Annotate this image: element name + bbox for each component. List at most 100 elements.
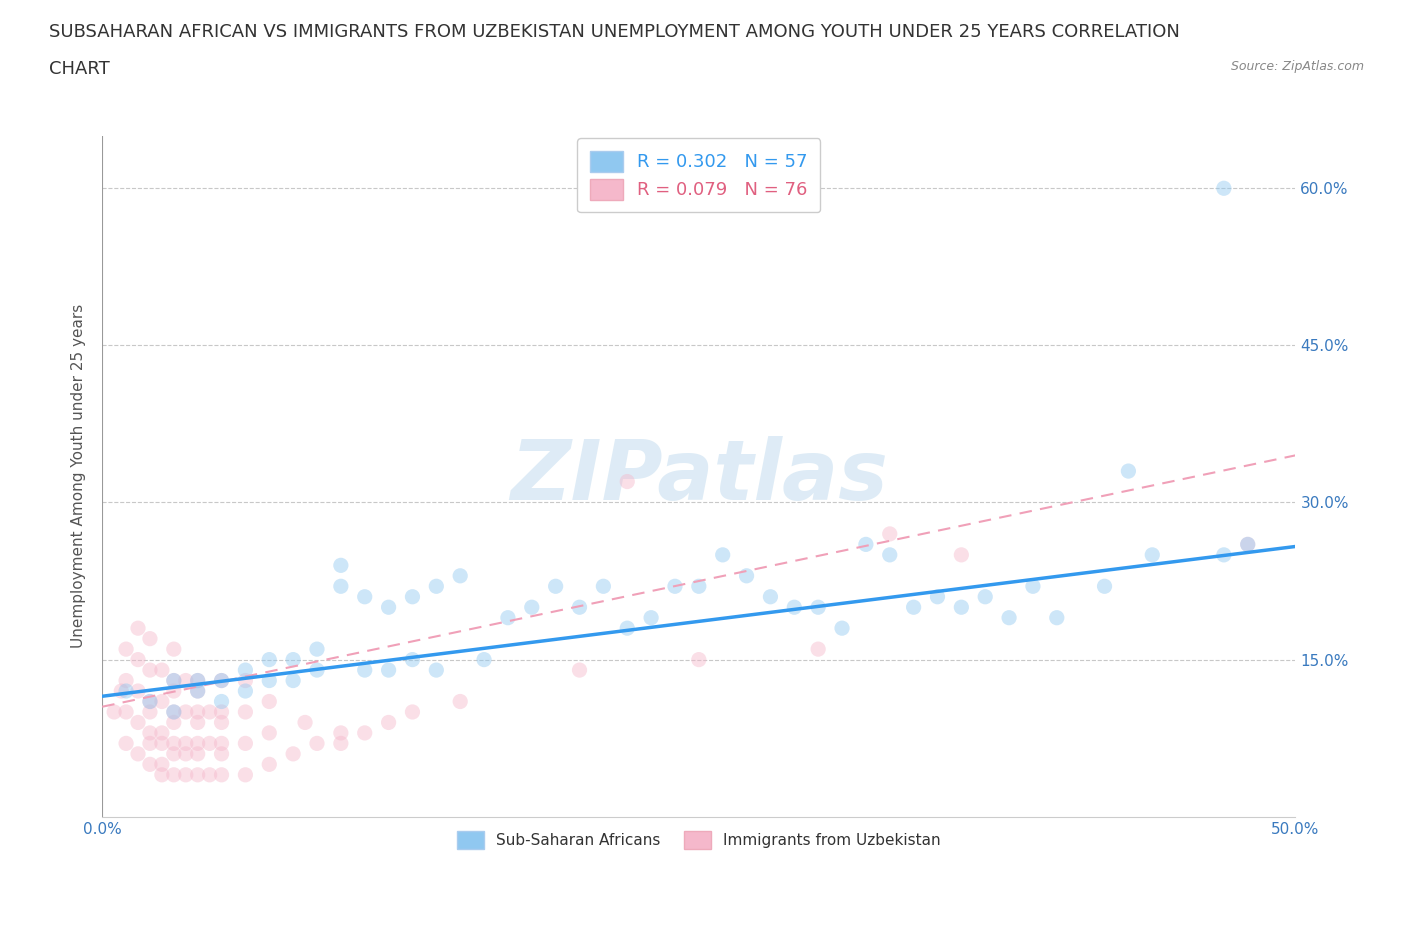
Point xyxy=(163,747,186,762)
Point xyxy=(115,736,138,751)
Point xyxy=(115,684,138,698)
Point xyxy=(211,673,233,688)
Point xyxy=(281,747,304,762)
Point xyxy=(259,757,281,772)
Point xyxy=(127,652,149,667)
Point xyxy=(211,767,233,782)
Point xyxy=(163,767,186,782)
Point xyxy=(353,590,375,604)
Point xyxy=(616,474,638,489)
Point xyxy=(139,694,162,709)
Point xyxy=(974,590,997,604)
Point xyxy=(568,600,591,615)
Point xyxy=(259,652,281,667)
Point xyxy=(401,705,423,720)
Point xyxy=(879,548,901,563)
Point xyxy=(592,578,614,593)
Point xyxy=(259,694,281,709)
Point xyxy=(831,620,853,635)
Point xyxy=(211,715,233,730)
Point xyxy=(616,620,638,635)
Point xyxy=(294,715,316,730)
Point xyxy=(520,600,543,615)
Point xyxy=(211,705,233,720)
Point xyxy=(329,736,352,751)
Point xyxy=(163,673,186,688)
Point xyxy=(329,725,352,740)
Point xyxy=(377,600,399,615)
Text: ZIPatlas: ZIPatlas xyxy=(510,436,887,517)
Point xyxy=(139,757,162,772)
Point xyxy=(127,715,149,730)
Point xyxy=(305,642,328,657)
Point xyxy=(259,673,281,688)
Point xyxy=(115,642,138,657)
Point xyxy=(1022,578,1045,593)
Point xyxy=(377,663,399,678)
Point xyxy=(377,715,399,730)
Point xyxy=(187,684,209,698)
Point xyxy=(174,767,197,782)
Point xyxy=(927,590,949,604)
Point xyxy=(187,715,209,730)
Point xyxy=(998,610,1021,625)
Point xyxy=(353,725,375,740)
Point xyxy=(305,663,328,678)
Point xyxy=(449,568,471,583)
Point xyxy=(950,600,973,615)
Point xyxy=(1142,548,1164,563)
Point xyxy=(187,705,209,720)
Point xyxy=(198,736,221,751)
Point xyxy=(174,705,197,720)
Point xyxy=(139,705,162,720)
Text: Source: ZipAtlas.com: Source: ZipAtlas.com xyxy=(1230,60,1364,73)
Point xyxy=(127,684,149,698)
Point xyxy=(235,767,257,782)
Point xyxy=(163,736,186,751)
Text: CHART: CHART xyxy=(49,60,110,78)
Point xyxy=(329,578,352,593)
Point xyxy=(211,736,233,751)
Point xyxy=(139,631,162,646)
Point xyxy=(235,736,257,751)
Point xyxy=(305,736,328,751)
Point xyxy=(664,578,686,593)
Point xyxy=(259,725,281,740)
Point xyxy=(235,673,257,688)
Legend: Sub-Saharan Africans, Immigrants from Uzbekistan: Sub-Saharan Africans, Immigrants from Uz… xyxy=(449,824,949,857)
Point xyxy=(211,694,233,709)
Point xyxy=(1236,537,1258,551)
Point xyxy=(139,694,162,709)
Point xyxy=(640,610,662,625)
Point xyxy=(115,705,138,720)
Point xyxy=(544,578,567,593)
Point xyxy=(329,558,352,573)
Point xyxy=(187,673,209,688)
Point xyxy=(163,642,186,657)
Point xyxy=(187,673,209,688)
Point xyxy=(496,610,519,625)
Point xyxy=(735,568,758,583)
Point xyxy=(150,767,173,782)
Point xyxy=(198,767,221,782)
Point xyxy=(950,548,973,563)
Point xyxy=(174,673,197,688)
Point xyxy=(187,684,209,698)
Point xyxy=(139,736,162,751)
Point xyxy=(1118,464,1140,479)
Point xyxy=(759,590,782,604)
Point xyxy=(353,663,375,678)
Point xyxy=(103,705,125,720)
Point xyxy=(449,694,471,709)
Point xyxy=(568,663,591,678)
Point xyxy=(150,663,173,678)
Point xyxy=(807,600,830,615)
Point xyxy=(211,673,233,688)
Point xyxy=(281,652,304,667)
Point xyxy=(139,663,162,678)
Point xyxy=(150,736,173,751)
Point xyxy=(163,715,186,730)
Point xyxy=(281,673,304,688)
Point xyxy=(1212,548,1234,563)
Point xyxy=(198,705,221,720)
